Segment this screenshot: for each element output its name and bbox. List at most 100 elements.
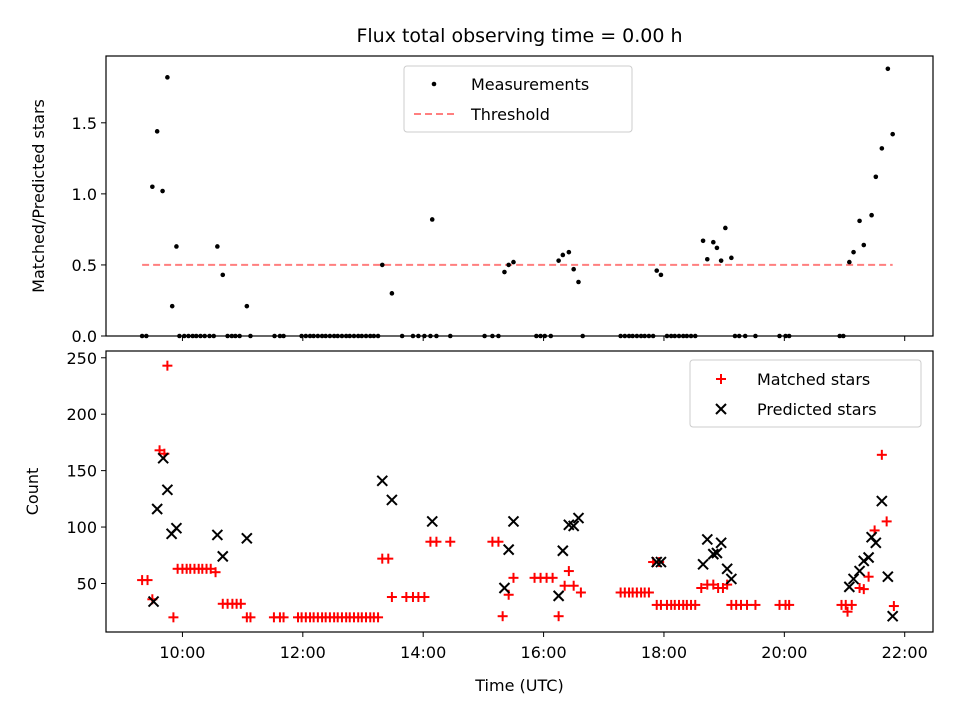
matched-star-point: [750, 599, 761, 610]
measurement-point: [220, 272, 226, 278]
predicted-star-point: [161, 484, 174, 496]
measurement-point: [429, 217, 435, 222]
predicted-star-point: [147, 595, 160, 608]
measurement-point: [560, 252, 566, 258]
y-tick-label: 1.0: [72, 185, 97, 204]
predicted-star-point: [557, 545, 569, 557]
matched-star-point: [245, 612, 256, 623]
measurement-point: [215, 244, 220, 249]
matched-star-point: [445, 536, 456, 547]
predicted-star-point: [655, 556, 667, 568]
top-y-axis-label: Matched/Predicted stars: [29, 99, 48, 293]
matched-star-point: [386, 592, 397, 603]
measurement-point: [502, 269, 507, 275]
measurement-point: [700, 238, 706, 244]
matched-star-point: [575, 587, 586, 598]
measurement-point: [571, 266, 576, 272]
predicted-star-point: [725, 573, 738, 585]
measurement-point: [714, 245, 720, 251]
matched-star-point: [722, 579, 733, 590]
predicted-star-point: [567, 520, 580, 532]
matched-star-point: [784, 599, 795, 610]
predicted-star-point: [572, 512, 585, 524]
measurement-point: [150, 184, 155, 190]
matched-star-point: [210, 567, 221, 578]
matched-star-point: [553, 611, 564, 622]
predicted-star-point: [865, 531, 878, 543]
y-tick-label: 250: [66, 349, 97, 368]
matched-star-point: [431, 536, 442, 547]
predicted-star-point: [157, 452, 169, 464]
matched-star-point: [559, 580, 570, 591]
top-axes-frame: [105, 55, 934, 337]
predicted-star-point: [211, 529, 224, 541]
bottom-plot-marks: [137, 360, 899, 623]
legend-predicted-label: Predicted stars: [757, 400, 877, 419]
measurement-point: [566, 249, 572, 255]
predicted-star-point: [498, 582, 511, 594]
predicted-star-point: [701, 533, 713, 546]
measurement-point: [244, 303, 250, 309]
predicted-star-point: [843, 581, 856, 593]
bottom-x-ticks: 10:00 12:00 14:00 16:00 18:00 20:00 22:00: [159, 632, 928, 662]
measurement-point: [885, 66, 891, 72]
measurement-point: [729, 255, 734, 261]
predicted-star-point: [217, 550, 229, 563]
predicted-star-point: [882, 570, 894, 583]
x-tick-label: 18:00: [641, 643, 687, 662]
predicted-star-point: [241, 532, 253, 545]
matched-star-point: [863, 571, 874, 582]
matched-star-point: [842, 606, 853, 617]
predicted-star-point: [721, 563, 733, 575]
measurement-point: [711, 239, 716, 245]
predicted-star-point: [151, 503, 163, 515]
legend-matched-marker: [716, 374, 726, 384]
bottom-legend: Matched stars Predicted stars: [689, 359, 922, 428]
predicted-star-point: [870, 537, 882, 549]
y-tick-label: 50: [77, 574, 97, 593]
measurement-point: [851, 249, 856, 255]
y-tick-label: 150: [66, 462, 97, 481]
top-legend: Measurements Threshold: [403, 65, 633, 133]
measurement-point: [879, 146, 885, 151]
measurement-point: [389, 291, 395, 296]
matched-star-point: [888, 601, 899, 612]
bottom-axes-frame: [105, 350, 934, 633]
measurement-point: [160, 188, 165, 194]
bottom-y-ticks: 50 100 150 200 250: [66, 349, 106, 593]
measurement-point: [165, 75, 170, 80]
matched-star-point: [168, 612, 179, 623]
bottom-panel: Count Time (UTC) 50 100 150 200 250 10:00 12:…: [23, 349, 934, 695]
predicted-star-point: [170, 522, 183, 534]
x-axis-label: Time (UTC): [474, 676, 563, 695]
x-tick-label: 14:00: [400, 643, 446, 662]
predicted-star-point: [853, 565, 866, 577]
matched-star-point: [419, 592, 430, 603]
legend-matched-label: Matched stars: [757, 370, 870, 389]
legend-plus-glyph: [716, 374, 726, 384]
measurement-point: [511, 259, 516, 265]
measurement-point: [723, 225, 728, 231]
legend-measurements-marker: [431, 81, 437, 87]
y-tick-label: 100: [66, 518, 97, 537]
predicted-star-point: [386, 494, 398, 506]
y-tick-label: 200: [66, 405, 97, 424]
matched-star-point: [383, 553, 394, 564]
bottom-y-axis-label: Count: [23, 468, 42, 516]
y-tick-label: 1.5: [72, 114, 97, 133]
matched-star-point: [643, 587, 654, 598]
matched-star-point: [690, 599, 701, 610]
predicted-star-point: [886, 610, 899, 622]
measurement-point: [890, 131, 895, 137]
measurement-point: [576, 279, 581, 285]
y-tick-label: 0.5: [72, 256, 97, 275]
measurement-point: [704, 256, 710, 262]
x-tick-label: 12:00: [280, 643, 326, 662]
matched-star-point: [876, 449, 887, 460]
measurement-point: [654, 268, 660, 273]
measurement-point: [658, 272, 664, 278]
predicted-star-point: [876, 495, 888, 507]
matched-star-point: [568, 580, 579, 591]
measurement-point: [556, 258, 561, 263]
matched-star-point: [142, 575, 153, 586]
